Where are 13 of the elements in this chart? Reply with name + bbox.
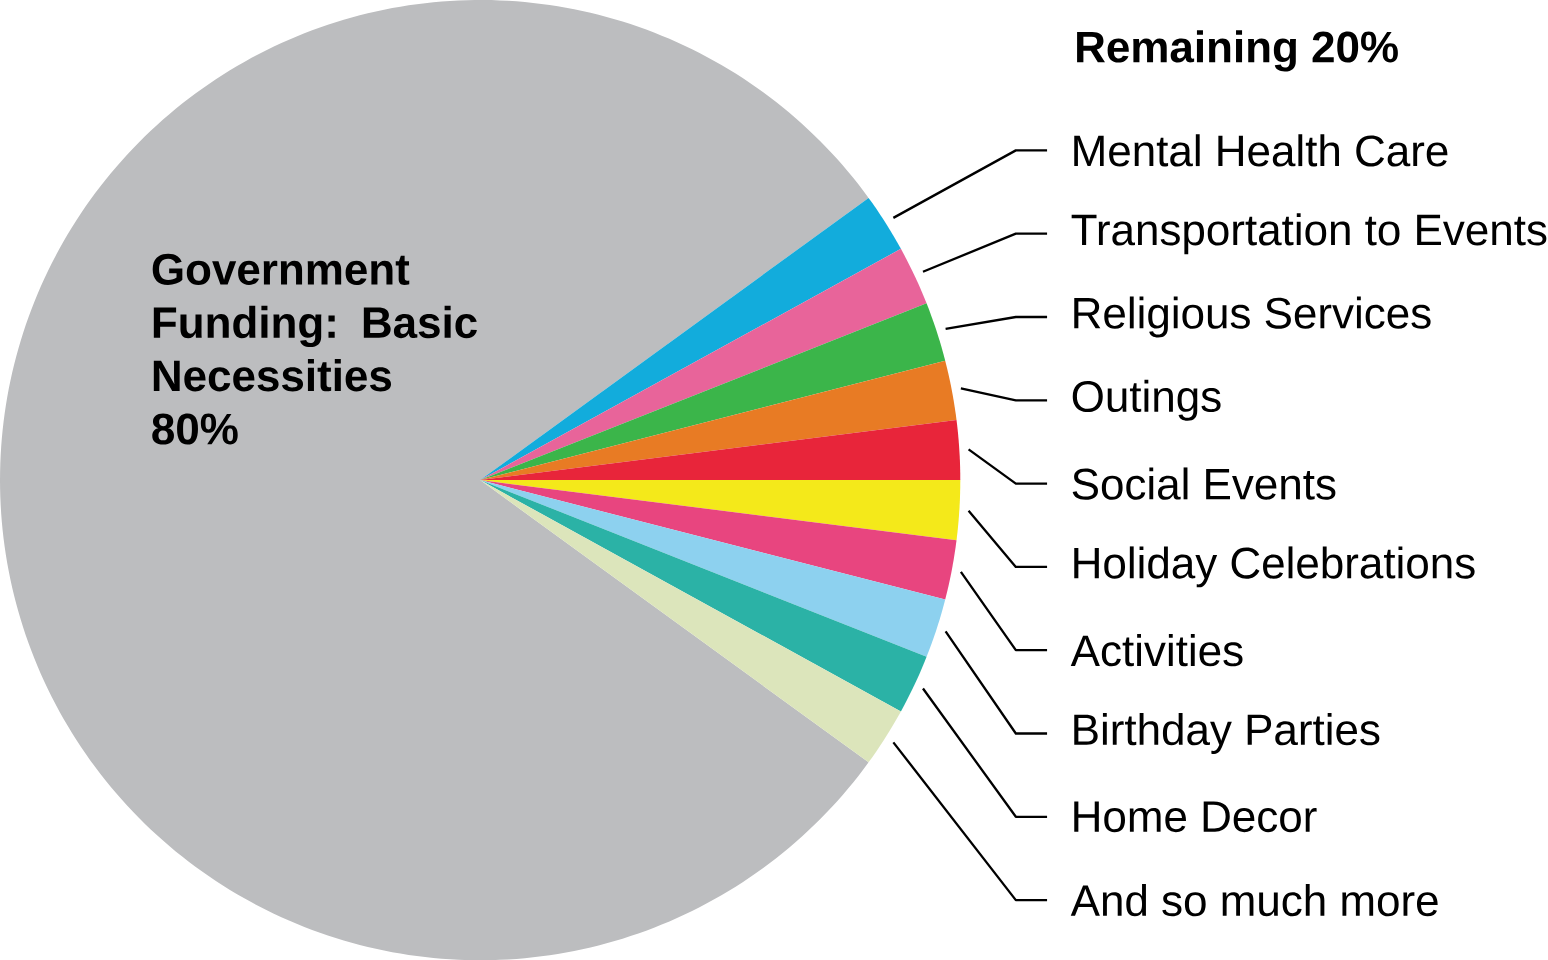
- text: Remaining 20%: [1077, 30, 1398, 72]
- slice-label: Mental Health Care: [1074, 134, 1448, 167]
- slice-label: Activities: [1070, 633, 1243, 667]
- slice-label: And so much more: [1070, 883, 1438, 917]
- slice-label: Holiday Celebrations: [1074, 546, 1475, 588]
- slice-label: Transportation to Events: [1071, 213, 1547, 255]
- slice-label: Outings: [1072, 379, 1221, 421]
- slice-label: Government Funding: Basic Necessities: [152, 253, 477, 392]
- slice-label: Home Decor: [1074, 801, 1317, 833]
- slice-label: Birthday Parties: [1074, 712, 1380, 754]
- data-label: 80%: [152, 413, 238, 445]
- slice-label: Social Events: [1072, 467, 1336, 500]
- slice-label: Religious Services: [1074, 296, 1431, 338]
